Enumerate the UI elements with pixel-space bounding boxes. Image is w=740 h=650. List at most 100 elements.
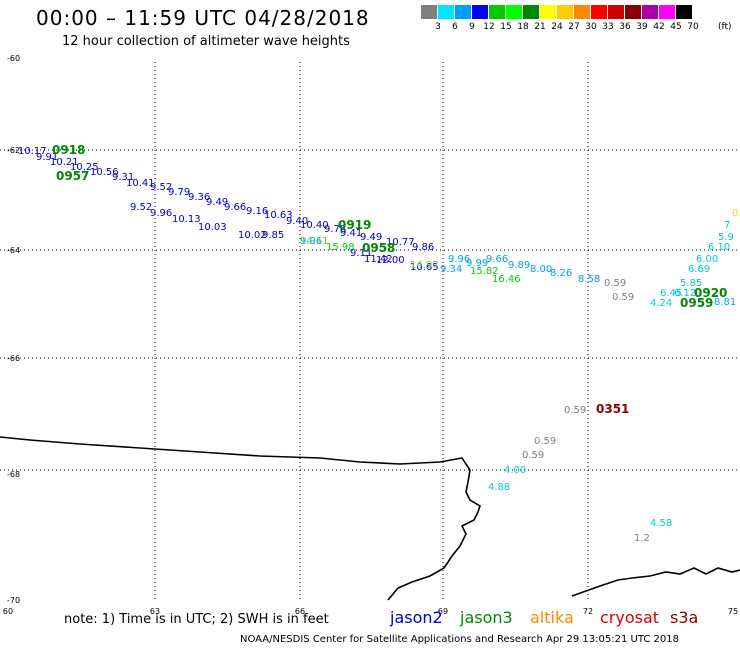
color-scale-unit: (ft) bbox=[718, 22, 732, 32]
scale-swatch bbox=[472, 5, 489, 19]
color-scale-labels: 3 6 9 12 15 18 21 24 27 30 33 36 39 42 45 70 bbox=[421, 22, 740, 34]
lat-tick-label: -70 bbox=[7, 596, 20, 605]
swh-value: 8.26 bbox=[550, 268, 572, 279]
swh-value: 9.78 bbox=[324, 224, 346, 235]
swh-value: 9.96 bbox=[300, 236, 322, 247]
swh-value: 10.21 bbox=[50, 157, 79, 168]
lon-tick-label: 66 bbox=[295, 607, 305, 616]
swh-value: 1.2 bbox=[634, 533, 650, 544]
swh-value: 9.40 bbox=[286, 216, 308, 227]
swh-value: 9.11 bbox=[350, 248, 372, 259]
page-subtitle: 12 hour collection of altimeter wave hei… bbox=[62, 34, 350, 49]
scale-label: 70 bbox=[687, 22, 699, 32]
lat-tick-label: -68 bbox=[7, 470, 20, 479]
swh-value: 9.66 bbox=[224, 202, 246, 213]
swh-value: 15.98 bbox=[326, 242, 355, 253]
lat-tick-label: -66 bbox=[7, 354, 20, 363]
legend-item: altika bbox=[530, 608, 574, 627]
swh-value: 9.49 bbox=[206, 197, 228, 208]
scale-swatch bbox=[608, 5, 625, 19]
scale-label: 24 bbox=[551, 22, 563, 32]
swh-value: 10.17 bbox=[18, 146, 47, 157]
swh-value: 0.59 bbox=[604, 278, 626, 289]
swh-value: 8.00 bbox=[530, 264, 552, 275]
swh-value: 0.59 bbox=[522, 450, 544, 461]
swh-value: 5.85 bbox=[680, 278, 702, 289]
page-title: 00:00 – 11:59 UTC 04/28/2018 bbox=[36, 6, 370, 30]
swh-value: 4.58 bbox=[650, 518, 672, 529]
lat-tick-label: -64 bbox=[7, 246, 20, 255]
swh-value: 12.00 bbox=[376, 255, 405, 266]
swh-value: 9.52 bbox=[150, 182, 172, 193]
swh-value: 9.31 bbox=[112, 172, 134, 183]
swh-value: 9.49 bbox=[360, 232, 382, 243]
swh-value: 14.11 bbox=[300, 236, 329, 247]
pass-time-label: 0919 bbox=[338, 218, 371, 232]
swh-value: 9.66 bbox=[486, 254, 508, 265]
note-text: note: 1) Time is in UTC; 2) SWH is in fe… bbox=[64, 612, 329, 627]
pass-time-label: 0920 bbox=[694, 286, 727, 300]
legend-item: jason2 bbox=[390, 608, 443, 627]
graticule bbox=[0, 62, 740, 600]
swh-value: 11.42 bbox=[364, 254, 393, 265]
scale-swatch bbox=[438, 5, 455, 19]
lon-tick-label: 75 bbox=[728, 607, 738, 616]
lon-tick-label: 60 bbox=[3, 607, 13, 616]
scale-label: 42 bbox=[653, 22, 665, 32]
swh-value: 6.45 bbox=[660, 288, 682, 299]
swh-value: 14.97 bbox=[410, 260, 439, 271]
swh-value: 9.89 bbox=[508, 260, 530, 271]
scale-label: 3 bbox=[435, 22, 441, 32]
swh-value: 10.41 bbox=[126, 178, 155, 189]
color-scale bbox=[421, 5, 693, 19]
swh-value: 9.34 bbox=[440, 264, 462, 275]
swh-value: 9.85 bbox=[262, 230, 284, 241]
swh-value: 9.96 bbox=[150, 208, 172, 219]
scale-label: 12 bbox=[483, 22, 495, 32]
scale-swatch bbox=[540, 5, 557, 19]
scale-label: 6 bbox=[452, 22, 458, 32]
scale-label: 39 bbox=[636, 22, 648, 32]
scale-swatch bbox=[574, 5, 591, 19]
lon-tick-label: 72 bbox=[583, 607, 593, 616]
scale-swatch bbox=[676, 5, 693, 19]
scale-swatch bbox=[523, 5, 540, 19]
swh-value: 0.75 bbox=[732, 208, 740, 219]
lat-tick-label: -62 bbox=[7, 146, 20, 155]
swh-value: 10.40 bbox=[300, 220, 329, 231]
swh-value: 6.00 bbox=[696, 254, 718, 265]
swh-value: 4.00 bbox=[504, 465, 526, 476]
scale-swatch bbox=[625, 5, 642, 19]
pass-time-label: 0918 bbox=[52, 143, 85, 157]
swh-value: 8.81 bbox=[714, 297, 736, 308]
swh-value: 4.24 bbox=[650, 298, 672, 309]
swh-value: 9.41 bbox=[340, 228, 362, 239]
swh-value: 10.77 bbox=[386, 237, 415, 248]
swh-value: 16.46 bbox=[492, 274, 521, 285]
swh-value: 6.69 bbox=[688, 264, 710, 275]
scale-label: 45 bbox=[670, 22, 682, 32]
swh-value: 6.10 bbox=[708, 242, 730, 253]
scale-swatch bbox=[591, 5, 608, 19]
swh-value: 9.36 bbox=[188, 192, 210, 203]
swh-value: 10.13 bbox=[172, 214, 201, 225]
swh-value: 0.59 bbox=[612, 292, 634, 303]
scale-swatch bbox=[455, 5, 472, 19]
swh-value: 8.58 bbox=[578, 274, 600, 285]
lon-tick-label: 63 bbox=[150, 607, 160, 616]
lon-tick-label: 69 bbox=[438, 607, 448, 616]
swh-value: 4.88 bbox=[488, 482, 510, 493]
scale-swatch bbox=[489, 5, 506, 19]
scale-label: 33 bbox=[602, 22, 614, 32]
swh-value: 9.79 bbox=[168, 187, 190, 198]
scale-label: 21 bbox=[534, 22, 546, 32]
scale-label: 15 bbox=[500, 22, 512, 32]
pass-time-label: 0957 bbox=[56, 169, 89, 183]
swh-value: 10.56 bbox=[90, 167, 119, 178]
swh-value: 10.63 bbox=[264, 210, 293, 221]
swh-value: 9.96 bbox=[448, 254, 470, 265]
swh-value: 7 bbox=[724, 220, 730, 231]
legend-item: jason3 bbox=[460, 608, 513, 627]
axis-labels: -60 -62 -64 -66 -68 -70 60 63 66 69 72 75 bbox=[3, 54, 738, 616]
